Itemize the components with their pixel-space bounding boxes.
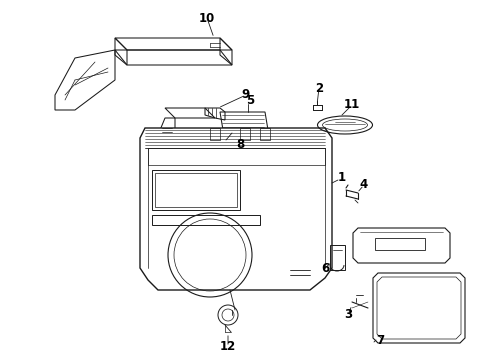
Polygon shape [352,228,449,263]
Text: 7: 7 [375,333,383,346]
Text: 5: 5 [245,94,254,107]
Text: 10: 10 [199,12,215,24]
Text: 11: 11 [343,99,359,112]
Text: 2: 2 [314,81,323,94]
Text: 6: 6 [320,261,328,274]
Text: 12: 12 [220,341,236,354]
Text: 9: 9 [242,89,250,102]
Polygon shape [140,128,331,290]
Text: 1: 1 [337,171,346,184]
Text: 4: 4 [359,179,367,192]
Text: 8: 8 [235,139,244,152]
Polygon shape [372,273,464,343]
Text: 3: 3 [343,309,351,321]
